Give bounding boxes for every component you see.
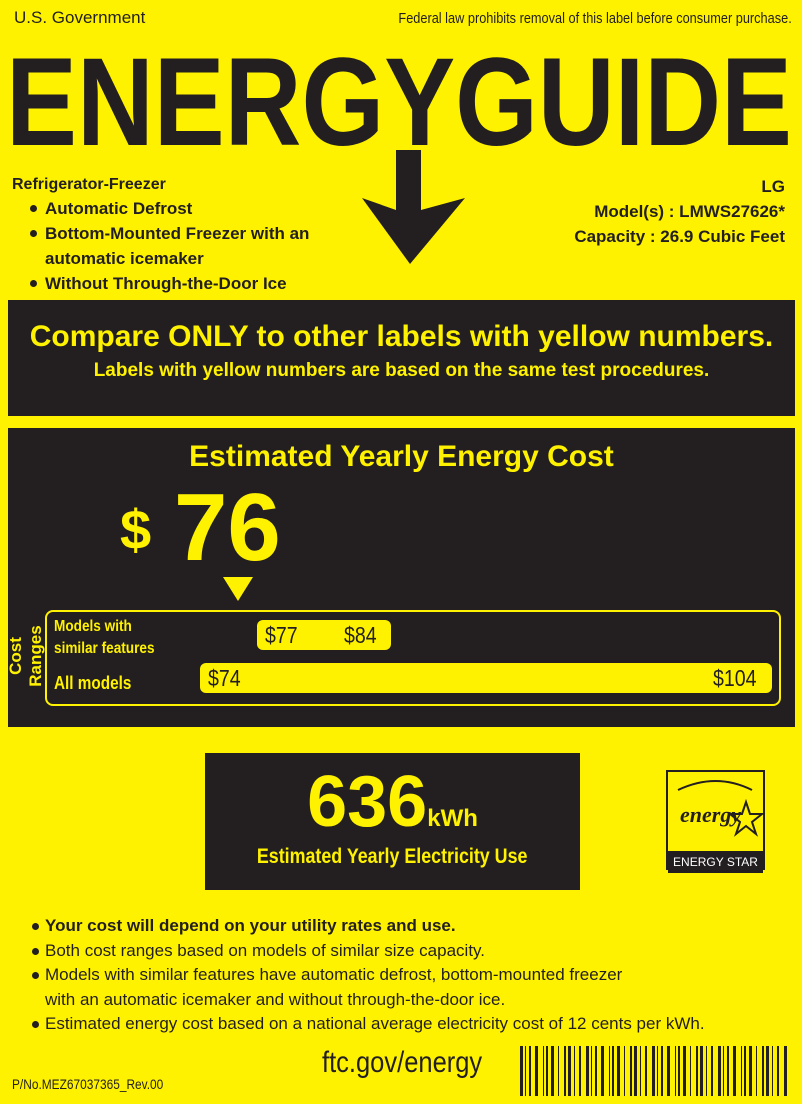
barcode-bar — [756, 1046, 757, 1096]
note-item: with an automatic icemaker and without t… — [45, 989, 506, 1009]
barcode-bar — [564, 1046, 566, 1096]
energy-star-logo: energy ENERGY STAR — [666, 770, 765, 873]
barcode-bar — [645, 1046, 647, 1096]
barcode-bar — [558, 1046, 559, 1096]
barcode-bar — [535, 1046, 538, 1096]
similar-models-label: Models with similar features — [54, 618, 155, 657]
barcode-bar — [624, 1046, 625, 1096]
barcode-bar — [749, 1046, 752, 1096]
barcode — [520, 1046, 787, 1096]
barcode-bar — [612, 1046, 614, 1096]
removal-warning: Federal law prohibits removal of this la… — [398, 10, 792, 27]
barcode-bar — [551, 1046, 554, 1096]
all-models-range-bar: $74 $104 — [200, 663, 772, 693]
barcode-bar — [762, 1046, 764, 1096]
energy-star-label: ENERGY STAR — [668, 851, 763, 873]
barcode-bar — [718, 1046, 721, 1096]
feature-item: Without Through-the-Door Ice — [12, 271, 342, 296]
all-models-label: All models — [54, 673, 132, 693]
barcode-bar — [652, 1046, 655, 1096]
kwh-value: 636 — [307, 762, 428, 842]
barcode-bar — [675, 1046, 676, 1096]
ranges-box — [45, 610, 781, 706]
barcode-bar — [595, 1046, 597, 1096]
barcode-bar — [784, 1046, 787, 1096]
compare-banner: Compare ONLY to other labels with yellow… — [8, 300, 795, 416]
feature-item: Bottom-Mounted Freezer with an automatic… — [12, 221, 342, 271]
note-item: Both cost ranges based on models of simi… — [30, 939, 790, 964]
cost-dollar-sign: $ — [120, 498, 152, 561]
brand-info: LG Model(s) : LMWS27626* Capacity : 26.9… — [574, 174, 785, 249]
barcode-bar — [690, 1046, 691, 1096]
barcode-bar — [733, 1046, 736, 1096]
kwh-unit: kWh — [427, 805, 478, 832]
product-type: Refrigerator-Freezer — [12, 176, 166, 193]
all-low: $74 — [208, 664, 241, 691]
barcode-bar — [630, 1046, 632, 1096]
barcode-bar — [777, 1046, 779, 1096]
similar-high: $84 — [344, 621, 377, 648]
cost-ranges-label: Cost Ranges — [6, 625, 45, 687]
barcode-bar — [640, 1046, 641, 1096]
barcode-bar — [744, 1046, 746, 1096]
barcode-bar — [525, 1046, 526, 1096]
government-label: U.S. Government — [14, 8, 146, 27]
cost-heading: Estimated Yearly Energy Cost — [189, 440, 614, 473]
barcode-bar — [766, 1046, 769, 1096]
barcode-bar — [543, 1046, 544, 1096]
barcode-bar — [634, 1046, 637, 1096]
barcode-bar — [667, 1046, 670, 1096]
barcode-bar — [617, 1046, 620, 1096]
barcode-bar — [661, 1046, 663, 1096]
barcode-bar — [700, 1046, 703, 1096]
barcode-bar — [727, 1046, 729, 1096]
note-item: Estimated energy cost based on a nationa… — [30, 1012, 790, 1037]
ftc-url[interactable]: ftc.gov/energy — [322, 1046, 483, 1079]
model-number: Model(s) : LMWS27626* — [594, 202, 785, 221]
barcode-bar — [546, 1046, 548, 1096]
kwh-label: Estimated Yearly Electricity Use — [257, 845, 528, 868]
energy-star-icon: energy — [677, 780, 765, 837]
compare-line1: Compare ONLY to other labels with yellow… — [29, 320, 774, 353]
note-item: Your cost will depend on your utility ra… — [30, 914, 790, 939]
capacity: Capacity : 26.9 Cubic Feet — [574, 227, 785, 246]
similar-models-range-bar: $77 $84 — [257, 620, 391, 650]
arrow-down-icon — [362, 150, 465, 264]
electricity-use-box: 636kWh Estimated Yearly Electricity Use — [205, 753, 580, 890]
barcode-bar — [683, 1046, 686, 1096]
cost-value: 76 — [174, 474, 281, 581]
energyguide-title: ENERGYGUIDE — [6, 33, 792, 172]
all-high: $104 — [712, 664, 757, 691]
barcode-bar — [529, 1046, 531, 1096]
barcode-bar — [586, 1046, 589, 1096]
barcode-bar — [723, 1046, 724, 1096]
barcode-bar — [678, 1046, 680, 1096]
barcode-bar — [591, 1046, 592, 1096]
notes-list: Your cost will depend on your utility ra… — [30, 914, 790, 1037]
similar-low: $77 — [265, 621, 298, 648]
compare-line2: Labels with yellow numbers are based on … — [93, 360, 710, 381]
product-info: Refrigerator-Freezer Automatic Defrost B… — [12, 174, 342, 296]
barcode-bar — [579, 1046, 581, 1096]
barcode-bar — [741, 1046, 742, 1096]
note-item: Models with similar features have automa… — [30, 963, 790, 988]
barcode-bar — [609, 1046, 610, 1096]
cost-marker-triangle-icon — [223, 577, 254, 601]
feature-item: Automatic Defrost — [12, 196, 342, 221]
brand-name: LG — [761, 177, 785, 196]
barcode-bar — [520, 1046, 523, 1096]
energyguide-logo: ENERGYGUIDE — [6, 33, 792, 264]
part-number: P/No.MEZ67037365_Rev.00 — [12, 1076, 164, 1092]
barcode-bar — [706, 1046, 707, 1096]
barcode-bar — [657, 1046, 658, 1096]
barcode-bar — [601, 1046, 604, 1096]
barcode-bar — [574, 1046, 575, 1096]
barcode-bar — [711, 1046, 713, 1096]
barcode-bar — [568, 1046, 571, 1096]
barcode-bar — [696, 1046, 698, 1096]
cost-panel: Estimated Yearly Energy Cost $ 76 Cost R… — [6, 428, 795, 727]
barcode-bar — [772, 1046, 773, 1096]
